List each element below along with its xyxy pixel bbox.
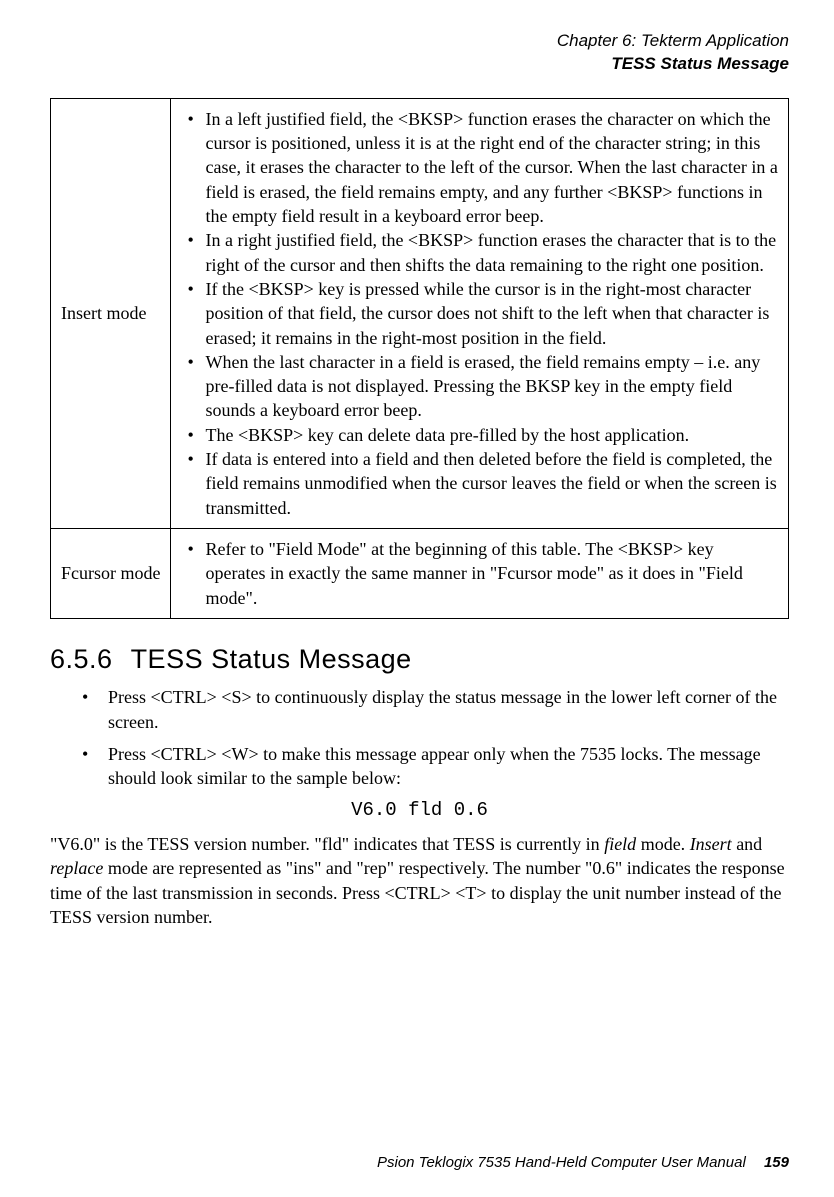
- list-item: If data is entered into a field and then…: [183, 447, 778, 520]
- mode-table: Insert mode In a left justified field, t…: [50, 98, 789, 619]
- list-item: The <BKSP> key can delete data pre-fille…: [183, 423, 778, 447]
- footer-page: 159: [764, 1154, 789, 1171]
- body-list: Press <CTRL> <S> to continuously display…: [78, 685, 789, 790]
- para-text: mode are represented as "ins" and "rep" …: [50, 858, 785, 927]
- table-row: Insert mode In a left justified field, t…: [51, 98, 789, 528]
- list-item: In a right justified field, the <BKSP> f…: [183, 228, 778, 277]
- table-label-cell: Fcursor mode: [51, 528, 171, 618]
- table-content-cell: In a left justified field, the <BKSP> fu…: [171, 98, 789, 528]
- list-item: If the <BKSP> key is pressed while the c…: [183, 277, 778, 350]
- table-label-cell: Insert mode: [51, 98, 171, 528]
- section-number: 6.5.6: [50, 644, 113, 674]
- table-list: In a left justified field, the <BKSP> fu…: [183, 107, 778, 520]
- section-heading: 6.5.6 TESS Status Message: [50, 641, 789, 677]
- section-title: TESS Status Message: [131, 644, 412, 674]
- footer-text: Psion Teklogix 7535 Hand-Held Computer U…: [377, 1154, 746, 1171]
- para-text: mode.: [636, 834, 690, 854]
- list-item: In a left justified field, the <BKSP> fu…: [183, 107, 778, 228]
- header-chapter: Chapter 6: Tekterm Application: [50, 30, 789, 53]
- code-sample: V6.0 fld 0.6: [50, 798, 789, 824]
- list-item: Press <CTRL> <W> to make this message ap…: [78, 742, 789, 791]
- table-row: Fcursor mode Refer to "Field Mode" at th…: [51, 528, 789, 618]
- table-list: Refer to "Field Mode" at the beginning o…: [183, 537, 778, 610]
- list-item: When the last character in a field is er…: [183, 350, 778, 423]
- header-subtitle: TESS Status Message: [50, 53, 789, 76]
- para-italic: replace: [50, 858, 103, 878]
- list-item: Press <CTRL> <S> to continuously display…: [78, 685, 789, 734]
- table-content-cell: Refer to "Field Mode" at the beginning o…: [171, 528, 789, 618]
- para-text: "V6.0" is the TESS version number. "fld"…: [50, 834, 604, 854]
- para-italic: field: [604, 834, 636, 854]
- list-item: Refer to "Field Mode" at the beginning o…: [183, 537, 778, 610]
- para-text: and: [732, 834, 763, 854]
- page-footer: Psion Teklogix 7535 Hand-Held Computer U…: [377, 1153, 789, 1173]
- para-italic: Insert: [690, 834, 732, 854]
- page-header: Chapter 6: Tekterm Application TESS Stat…: [50, 30, 789, 76]
- body-paragraph: "V6.0" is the TESS version number. "fld"…: [50, 832, 789, 929]
